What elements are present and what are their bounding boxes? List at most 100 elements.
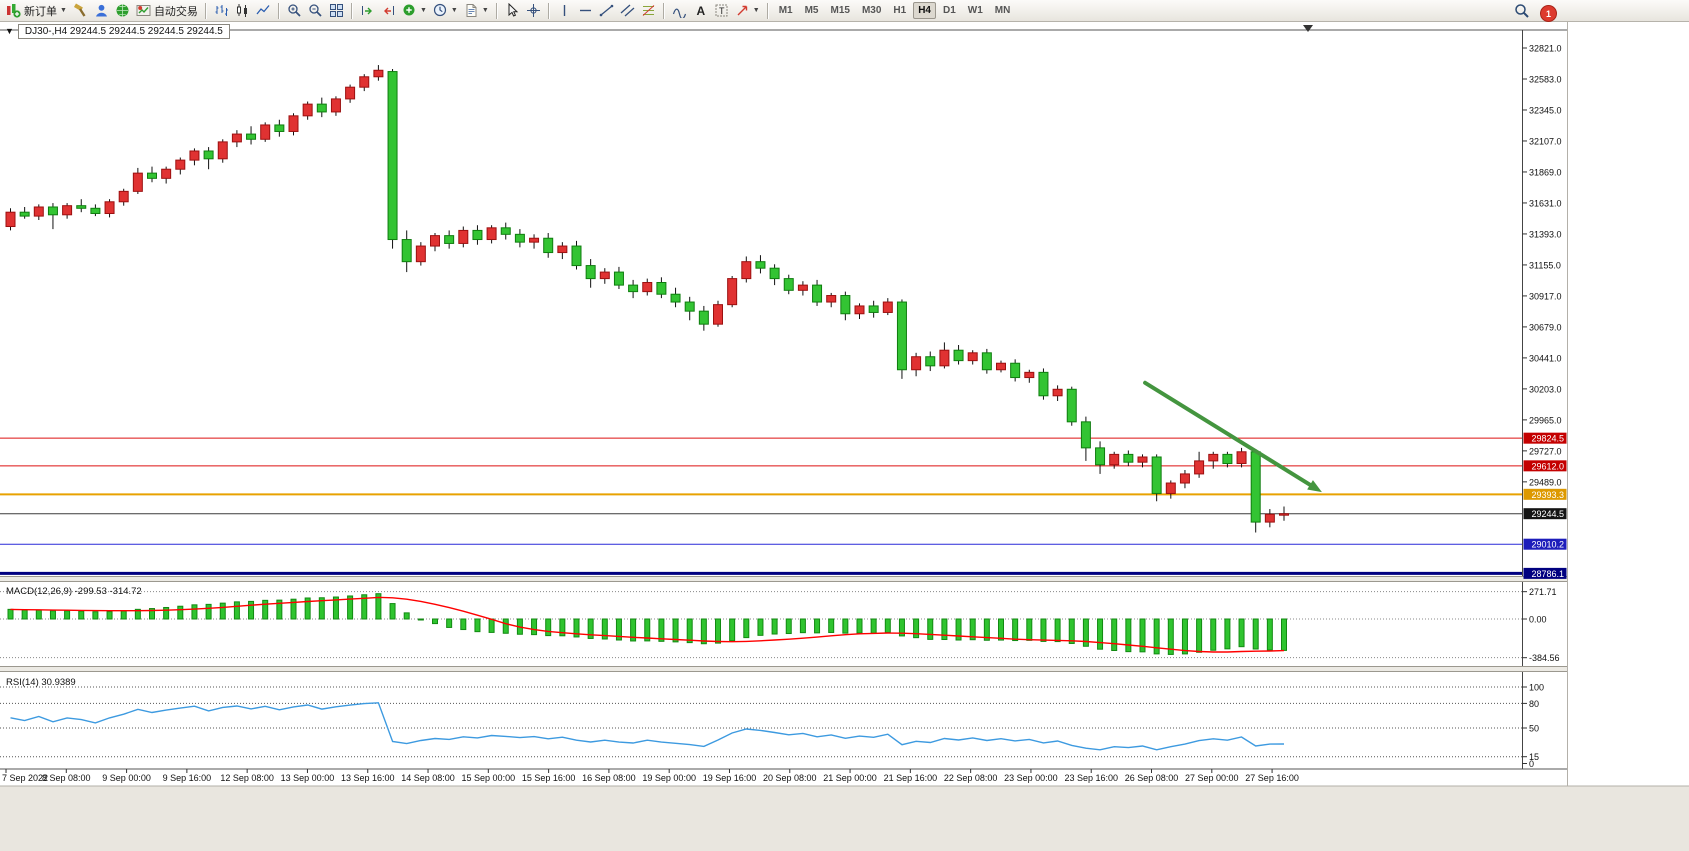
svg-text:29965.0: 29965.0 [1529,415,1562,425]
svg-text:28786.1: 28786.1 [1531,569,1564,579]
cursor-icon [508,3,518,17]
channel-icon [620,4,635,17]
arrows-button[interactable]: ▼ [732,2,763,20]
notification-badge[interactable]: 1 [1540,5,1557,22]
zoom-out-button[interactable] [305,2,326,20]
toolbar-separator [547,2,550,19]
candles-group[interactable] [5,65,1289,533]
timeframe-m15[interactable]: M15 [830,5,850,16]
chevron-down-icon: ▼ [481,7,489,14]
svg-text:9 Sep 16:00: 9 Sep 16:00 [163,773,212,783]
timeframe-m1[interactable]: M1 [778,5,793,16]
search-button[interactable] [1514,3,1530,24]
crosshair-icon [526,4,540,17]
bar-chart-button[interactable] [211,2,232,20]
fibonacci-icon [642,5,655,16]
vertical-line-button[interactable] [554,2,575,20]
autotrading-button[interactable]: 自动交易 [133,2,201,20]
vertical-line-icon [563,5,565,16]
indicators-button[interactable]: ▼ [399,2,430,20]
svg-text:30441.0: 30441.0 [1529,353,1562,363]
toolbar-right-cluster: 1 [1514,3,1557,24]
svg-text:32821.0: 32821.0 [1529,44,1562,54]
svg-text:15 Sep 16:00: 15 Sep 16:00 [522,773,576,783]
panel-separator[interactable] [0,666,1567,672]
svg-text:50: 50 [1529,724,1539,734]
templates-button[interactable]: ▼ [461,2,492,20]
svg-text:15: 15 [1529,752,1539,762]
svg-text:32107.0: 32107.0 [1529,136,1562,146]
svg-text:A: A [696,4,705,18]
svg-text:271.71: 271.71 [1529,587,1557,597]
candlestick-chart-icon [236,4,247,17]
profile-button[interactable] [91,2,112,20]
svg-text:32583.0: 32583.0 [1529,74,1562,84]
svg-text:7 Sep 2022: 7 Sep 2022 [2,773,48,783]
svg-text:23 Sep 16:00: 23 Sep 16:00 [1064,773,1118,783]
svg-text:100: 100 [1529,683,1544,693]
tile-windows-button[interactable] [326,2,347,20]
timeframe-h1[interactable]: H1 [893,5,907,16]
toolbar-separator [495,2,498,19]
macd-label: MACD(12,26,9) -299.53 -314.72 [6,586,142,597]
svg-text:31393.0: 31393.0 [1529,229,1562,239]
chart-info-text: DJ30-,H4 29244.5 29244.5 29244.5 29244.5 [17,24,230,39]
crosshair-button[interactable] [523,2,544,20]
window-footer [0,786,1689,851]
zoom-in-icon [288,4,301,17]
macd-signal-line [10,596,1285,653]
svg-text:13 Sep 00:00: 13 Sep 00:00 [281,773,335,783]
zoom-out-icon [309,4,322,17]
toolbar-separator [662,2,665,19]
fibonacci-button[interactable] [638,2,659,20]
price-axis[interactable]: 32821.0 32583.0 32345.0 32107.0 31869.0 31631… [1522,44,1562,770]
metaeditor-button[interactable] [70,2,91,20]
toolbar-separator [204,2,207,19]
chart-background [0,22,1689,851]
text-label-button[interactable]: T [711,2,732,20]
chart-shift-marker[interactable] [1303,25,1313,32]
autotrading-label: 自动交易 [153,5,198,18]
svg-text:27 Sep 16:00: 27 Sep 16:00 [1245,773,1299,783]
periods-button[interactable]: ▼ [430,2,461,20]
notification-count: 1 [1545,8,1551,19]
timeframe-m5[interactable]: M5 [804,5,819,16]
candlestick-chart-button[interactable] [232,2,253,20]
panel-separator[interactable] [0,576,1567,582]
timeframe-mn[interactable]: MN [994,5,1011,16]
svg-text:29489.0: 29489.0 [1529,477,1562,487]
rsi-line [10,702,1285,751]
new-order-button[interactable]: 新订单 ▼ [3,2,70,20]
text-label-icon: T [715,4,728,17]
line-chart-button[interactable] [253,2,274,20]
svg-text:31869.0: 31869.0 [1529,167,1562,177]
cursor-button[interactable] [502,2,523,20]
cycle-lines-icon [672,8,686,18]
shapes-button[interactable] [669,2,690,20]
svg-text:21 Sep 16:00: 21 Sep 16:00 [884,773,938,783]
timeframe-m30[interactable]: M30 [861,5,882,16]
svg-text:13 Sep 16:00: 13 Sep 16:00 [341,773,395,783]
chart-shift-button[interactable] [378,2,399,20]
timeframe-w1[interactable]: W1 [967,5,983,16]
hammer-icon [73,3,86,17]
timeframe-buttons: M1 M5 M15 M30 H1 H4 D1 W1 MN [773,2,1017,19]
text-button[interactable]: A [690,2,711,20]
template-icon [466,4,477,17]
trendline-button[interactable] [596,2,617,20]
horizontal-line-button[interactable] [575,2,596,20]
timeframe-h4[interactable]: H4 [913,2,936,19]
trend-arrow[interactable] [1143,380,1322,493]
zoom-in-button[interactable] [284,2,305,20]
svg-text:32345.0: 32345.0 [1529,105,1562,115]
horizontal-line-icon [579,9,591,12]
one-click-trading-toggle-icon[interactable]: ▼ [5,26,14,36]
community-button[interactable] [112,2,133,20]
auto-scroll-button[interactable] [357,2,378,20]
globe-icon [116,4,129,17]
channel-button[interactable] [617,2,638,20]
timeframe-d1[interactable]: D1 [943,5,956,16]
svg-text:29612.0: 29612.0 [1531,461,1564,471]
